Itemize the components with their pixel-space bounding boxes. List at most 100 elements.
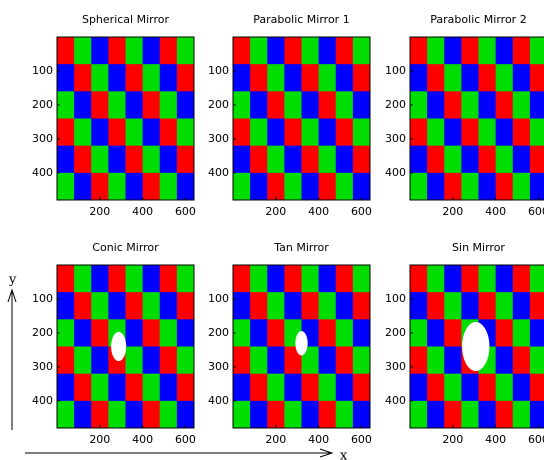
checker-square bbox=[267, 119, 285, 147]
checker-square bbox=[74, 319, 92, 347]
y-axis-label: y bbox=[8, 273, 17, 288]
checker-square bbox=[57, 374, 75, 402]
checker-square bbox=[427, 119, 445, 147]
checker-square bbox=[410, 374, 428, 402]
checker-square bbox=[444, 374, 462, 402]
checker-square bbox=[496, 146, 514, 174]
checker-square bbox=[410, 64, 428, 92]
checker-square bbox=[233, 265, 251, 293]
checker-square bbox=[461, 37, 479, 65]
y-tick-label: 400 bbox=[32, 394, 53, 407]
checker-square bbox=[143, 292, 161, 320]
checker-square bbox=[57, 292, 75, 320]
checker-square bbox=[284, 173, 302, 201]
checker-square bbox=[233, 347, 251, 375]
checker-square bbox=[444, 119, 462, 147]
checker-square bbox=[108, 173, 126, 201]
checker-square bbox=[177, 292, 195, 320]
checker-square bbox=[353, 265, 371, 293]
checker-square bbox=[513, 91, 531, 119]
checker-square bbox=[530, 37, 544, 65]
checker-square bbox=[319, 292, 337, 320]
checker-square bbox=[126, 292, 144, 320]
checker-square bbox=[336, 401, 354, 429]
checker-square bbox=[302, 119, 320, 147]
checker-square bbox=[250, 64, 268, 92]
checker-square bbox=[319, 91, 337, 119]
checker-square bbox=[461, 401, 479, 429]
checker-square bbox=[530, 319, 544, 347]
checker-square bbox=[177, 64, 195, 92]
checker-square bbox=[74, 347, 92, 375]
x-tick-label: 200 bbox=[89, 205, 110, 218]
checker-square bbox=[160, 292, 178, 320]
checker-square bbox=[108, 146, 126, 174]
checker-square bbox=[91, 119, 109, 147]
y-tick-label: 300 bbox=[208, 132, 229, 145]
checker-square bbox=[74, 37, 92, 65]
y-tick-label: 100 bbox=[385, 292, 406, 305]
checker-square bbox=[496, 91, 514, 119]
checker-square bbox=[410, 37, 428, 65]
checker-square bbox=[250, 146, 268, 174]
checker-square bbox=[91, 64, 109, 92]
checker-square bbox=[177, 347, 195, 375]
x-tick-label: 600 bbox=[528, 205, 544, 218]
checker-square bbox=[267, 292, 285, 320]
checker-square bbox=[513, 37, 531, 65]
checker-square bbox=[126, 64, 144, 92]
checker-square bbox=[250, 119, 268, 147]
checker-square bbox=[74, 119, 92, 147]
checker-square bbox=[530, 374, 544, 402]
checker-square bbox=[479, 374, 497, 402]
y-tick-label: 400 bbox=[385, 166, 406, 179]
checker-square bbox=[410, 347, 428, 375]
checker-square bbox=[513, 146, 531, 174]
checker-square bbox=[74, 265, 92, 293]
checker-square bbox=[353, 292, 371, 320]
checker-square bbox=[353, 37, 371, 65]
checker-square bbox=[74, 91, 92, 119]
checker-square bbox=[160, 64, 178, 92]
checker-square bbox=[233, 119, 251, 147]
checker-square bbox=[74, 292, 92, 320]
checker-square bbox=[108, 265, 126, 293]
checker-square bbox=[427, 146, 445, 174]
checker-square bbox=[427, 173, 445, 201]
checker-square bbox=[496, 319, 514, 347]
checker-square bbox=[479, 146, 497, 174]
checker-square bbox=[143, 173, 161, 201]
checker-square bbox=[530, 347, 544, 375]
checker-square bbox=[74, 401, 92, 429]
x-axis-label: x bbox=[340, 449, 348, 460]
checker-square bbox=[233, 173, 251, 201]
checker-square bbox=[91, 265, 109, 293]
x-tick-label: 200 bbox=[265, 433, 286, 446]
checker-square bbox=[126, 319, 144, 347]
checker-square bbox=[302, 37, 320, 65]
checker-square bbox=[513, 374, 531, 402]
checkerboard-image bbox=[410, 265, 544, 428]
checker-square bbox=[461, 146, 479, 174]
checker-square bbox=[160, 91, 178, 119]
checker-square bbox=[160, 374, 178, 402]
y-tick-label: 300 bbox=[32, 132, 53, 145]
checker-square bbox=[444, 347, 462, 375]
checker-square bbox=[444, 37, 462, 65]
checker-square bbox=[143, 146, 161, 174]
x-tick-label: 400 bbox=[132, 433, 153, 446]
checker-square bbox=[353, 374, 371, 402]
checker-square bbox=[160, 173, 178, 201]
checker-square bbox=[353, 91, 371, 119]
checker-square bbox=[233, 37, 251, 65]
checker-square bbox=[461, 173, 479, 201]
checker-square bbox=[250, 37, 268, 65]
checker-square bbox=[479, 119, 497, 147]
checker-square bbox=[91, 374, 109, 402]
x-tick-label: 600 bbox=[351, 433, 372, 446]
checker-square bbox=[267, 347, 285, 375]
x-tick-label: 400 bbox=[308, 205, 329, 218]
checker-square bbox=[74, 146, 92, 174]
x-tick-label: 600 bbox=[175, 205, 196, 218]
checker-square bbox=[427, 265, 445, 293]
